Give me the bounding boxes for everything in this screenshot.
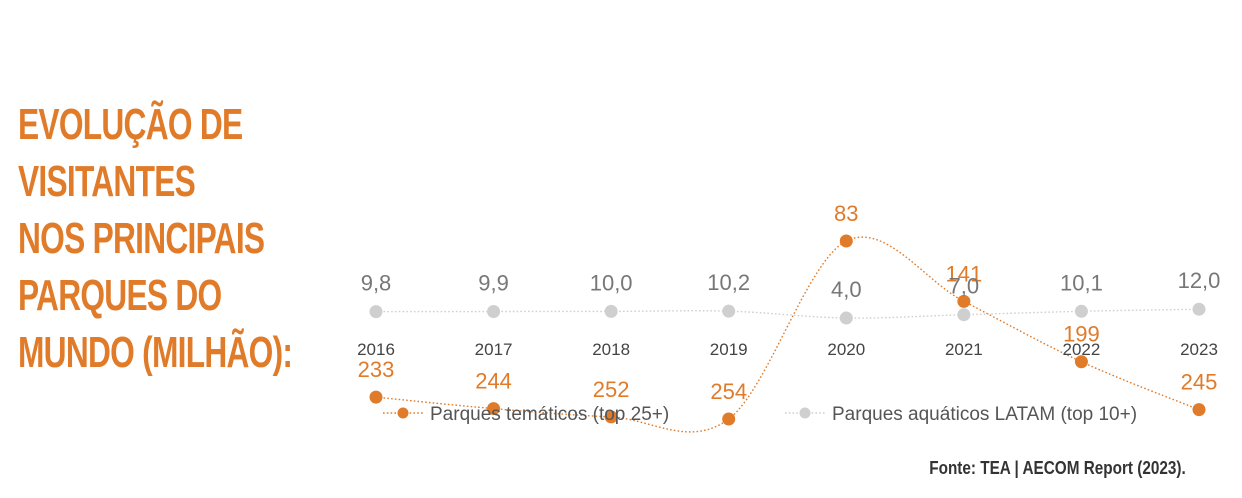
legend-label: Parques temáticos (top 25+): [430, 404, 669, 425]
theme-parks-data-label: 252: [593, 377, 630, 402]
theme-parks-point: [722, 412, 736, 426]
water-parks-data-label: 12,0: [1178, 268, 1221, 293]
chart-title-line-3: nos principais: [18, 214, 265, 263]
water-parks-data-label: 9,8: [361, 271, 392, 296]
chart-title-line-1: Evolução de: [18, 100, 243, 149]
water-parks-data-label: 10,2: [707, 270, 750, 295]
theme-parks-point: [839, 234, 853, 248]
theme-parks-data-label: 254: [710, 379, 747, 404]
x-tick-label: 2021: [945, 340, 983, 359]
water-parks-point: [1074, 304, 1088, 318]
theme-parks-point: [604, 410, 618, 424]
water-parks-data-label: 4,0: [831, 277, 862, 302]
x-tick-label: 2022: [1063, 340, 1101, 359]
series-theme-parks: 233 244 252 254 83 141 199 245: [358, 201, 1218, 433]
x-tick-label: 2016: [357, 340, 395, 359]
x-tick-label: 2017: [475, 340, 513, 359]
theme-parks-point: [1074, 355, 1088, 369]
theme-parks-data-label: 245: [1181, 370, 1218, 395]
legend-swatch-dot: [397, 407, 409, 419]
chart-title-line-2: visitantes: [18, 157, 196, 206]
x-tick-label: 2020: [827, 340, 865, 359]
water-parks-data-label: 10,1: [1060, 270, 1103, 295]
x-tick-label: 2023: [1180, 340, 1218, 359]
chart-title: Evolução de visitantes nos principais pa…: [18, 96, 293, 381]
water-parks-point: [369, 305, 383, 319]
theme-parks-point: [957, 294, 971, 308]
water-parks-data-label: 10,0: [590, 270, 633, 295]
theme-parks-data-label: 233: [358, 357, 395, 382]
water-parks-point: [722, 304, 736, 318]
theme-parks-point: [369, 390, 383, 404]
water-parks-point: [604, 304, 618, 318]
water-parks-point: [487, 305, 501, 319]
theme-parks-data-label: 141: [945, 261, 982, 286]
theme-parks-data-label: 244: [475, 369, 512, 394]
water-parks-point: [839, 311, 853, 325]
water-parks-point: [1192, 302, 1206, 316]
series-water-parks: 9,8 9,9 10,0 10,2 4,0 7,0 10,1 12,0: [361, 268, 1221, 325]
legend: Parques temáticos (top 25+) Parques aquát…: [383, 404, 1137, 425]
water-parks-line: [375, 308, 1200, 319]
theme-parks-data-label: 83: [834, 201, 858, 226]
x-axis: 2016 2017 2018 2019 2020 2021 2022 2023: [357, 340, 1218, 359]
x-tick-label: 2018: [592, 340, 630, 359]
legend-label: Parques aquáticos LATAM (top 10+): [832, 404, 1137, 425]
theme-parks-data-label: 199: [1063, 322, 1100, 347]
x-tick-label: 2019: [710, 340, 748, 359]
water-parks-data-label: 7,0: [949, 274, 980, 299]
chart-title-line-4: parques do: [18, 271, 222, 320]
theme-parks-point: [487, 402, 501, 416]
water-parks-point: [957, 308, 971, 322]
water-parks-data-label: 9,9: [478, 271, 509, 296]
theme-parks-point: [1192, 403, 1206, 417]
source-note: Fonte: TEA | AECOM Report (2023).: [929, 458, 1186, 478]
theme-parks-line: [375, 236, 1200, 433]
legend-swatch-dot: [799, 407, 811, 419]
